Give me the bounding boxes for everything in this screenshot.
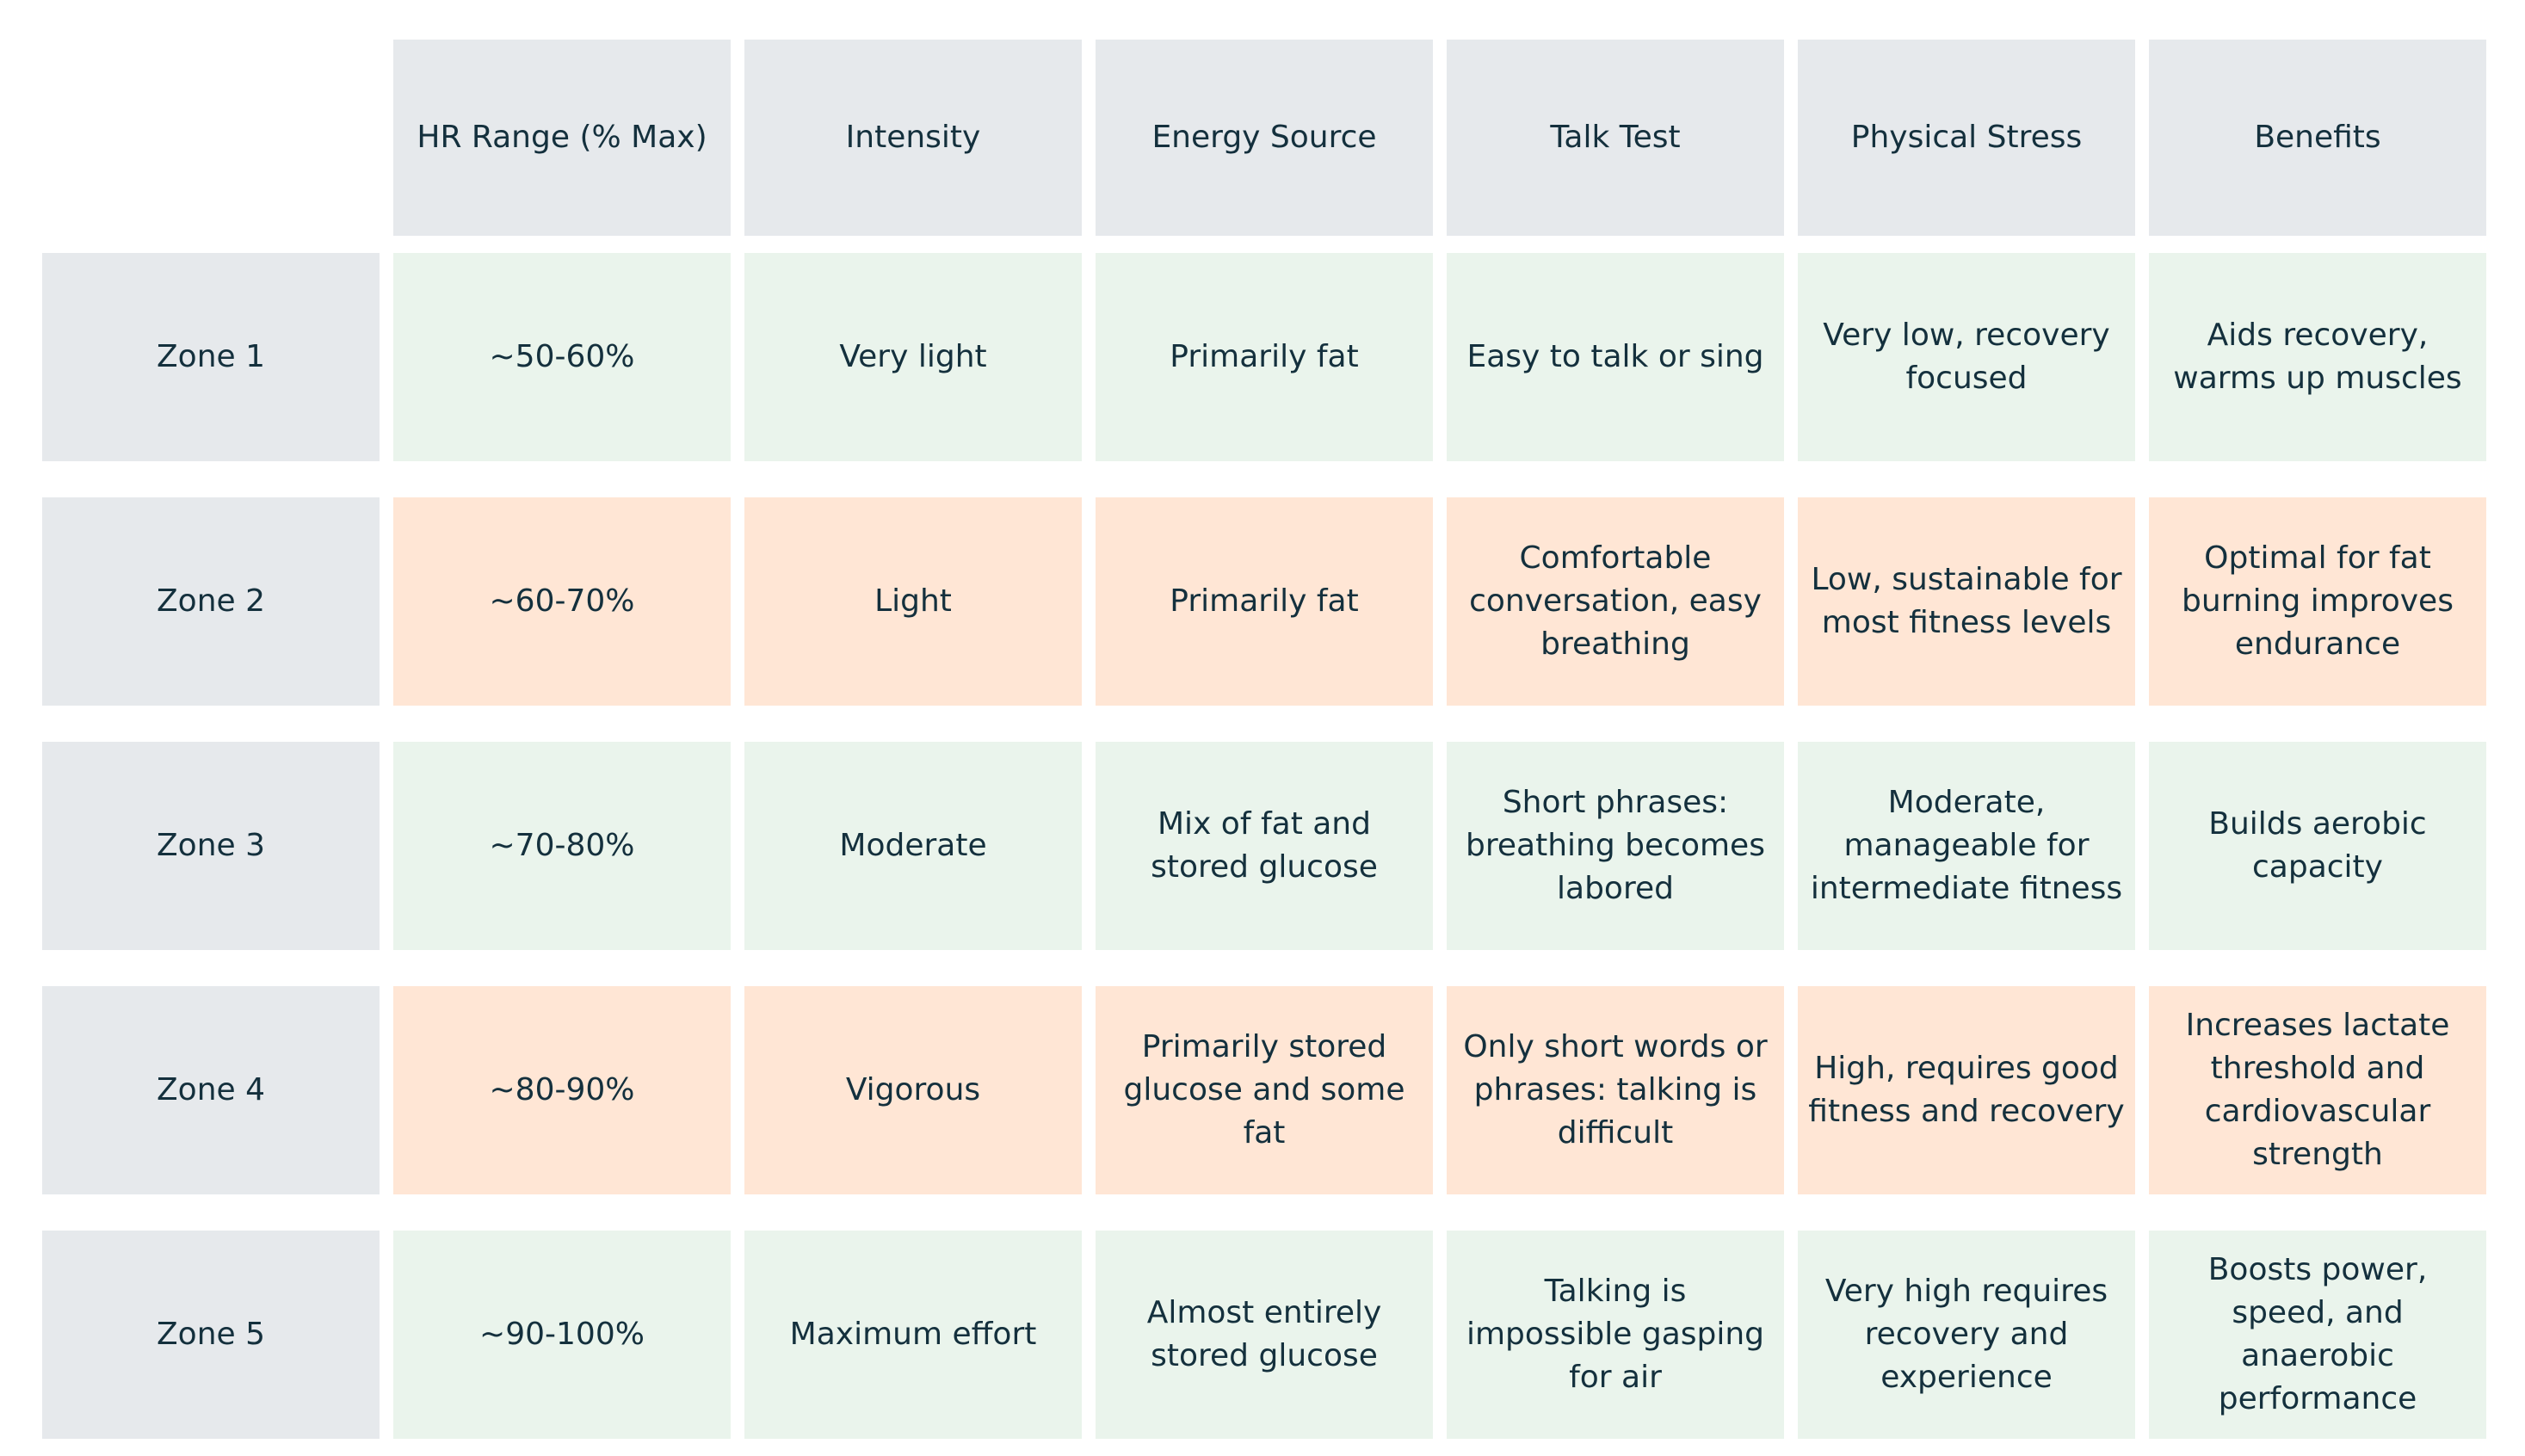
- zone-label: Zone 2: [42, 497, 380, 706]
- hr-range-cell: ~80-90%: [393, 986, 731, 1194]
- hr-range-cell: ~50-60%: [393, 253, 731, 461]
- header-energy-source: Energy Source: [1096, 40, 1433, 236]
- physical-stress-cell: Very high requires recovery and experien…: [1798, 1231, 2135, 1439]
- energy-source-cell: Primarily fat: [1096, 497, 1433, 706]
- talk-test-cell: Talking is impossible gasping for air: [1447, 1231, 1784, 1439]
- talk-test-cell: Short phrases: breathing becomes labored: [1447, 742, 1784, 950]
- physical-stress-cell: Very low, recovery focused: [1798, 253, 2135, 461]
- header-talk-test: Talk Test: [1447, 40, 1784, 236]
- benefits-cell: Aids recovery, warms up muscles: [2149, 253, 2486, 461]
- physical-stress-cell: Low, sustainable for most fitness levels: [1798, 497, 2135, 706]
- talk-test-cell: Comfortable conversation, easy breathing: [1447, 497, 1784, 706]
- energy-source-cell: Primarily stored glucose and some fat: [1096, 986, 1433, 1194]
- hr-range-cell: ~70-80%: [393, 742, 731, 950]
- energy-source-cell: Primarily fat: [1096, 253, 1433, 461]
- header-hr-range: HR Range (% Max): [393, 40, 731, 236]
- header-benefits: Benefits: [2149, 40, 2486, 236]
- intensity-cell: Very light: [744, 253, 1082, 461]
- intensity-cell: Vigorous: [744, 986, 1082, 1194]
- header-physical-stress: Physical Stress: [1798, 40, 2135, 236]
- benefits-cell: Boosts power, speed, and anaerobic perfo…: [2149, 1231, 2486, 1439]
- header-corner: [42, 40, 380, 236]
- intensity-cell: Moderate: [744, 742, 1082, 950]
- physical-stress-cell: High, requires good fitness and recovery: [1798, 986, 2135, 1194]
- header-intensity: Intensity: [744, 40, 1082, 236]
- intensity-cell: Maximum effort: [744, 1231, 1082, 1439]
- benefits-cell: Optimal for fat burning improves enduran…: [2149, 497, 2486, 706]
- talk-test-cell: Easy to talk or sing: [1447, 253, 1784, 461]
- physical-stress-cell: Moderate, manageable for intermediate fi…: [1798, 742, 2135, 950]
- energy-source-cell: Almost entirely stored glucose: [1096, 1231, 1433, 1439]
- hr-range-cell: ~90-100%: [393, 1231, 731, 1439]
- zone-label: Zone 3: [42, 742, 380, 950]
- zone-label: Zone 5: [42, 1231, 380, 1439]
- intensity-cell: Light: [744, 497, 1082, 706]
- hr-range-cell: ~60-70%: [393, 497, 731, 706]
- benefits-cell: Builds aerobic capacity: [2149, 742, 2486, 950]
- benefits-cell: Increases lactate threshold and cardiova…: [2149, 986, 2486, 1194]
- zone-label: Zone 4: [42, 986, 380, 1194]
- zone-label: Zone 1: [42, 253, 380, 461]
- energy-source-cell: Mix of fat and stored glucose: [1096, 742, 1433, 950]
- heart-rate-zones-table: HR Range (% Max) Intensity Energy Source…: [42, 40, 2486, 1439]
- talk-test-cell: Only short words or phrases: talking is …: [1447, 986, 1784, 1194]
